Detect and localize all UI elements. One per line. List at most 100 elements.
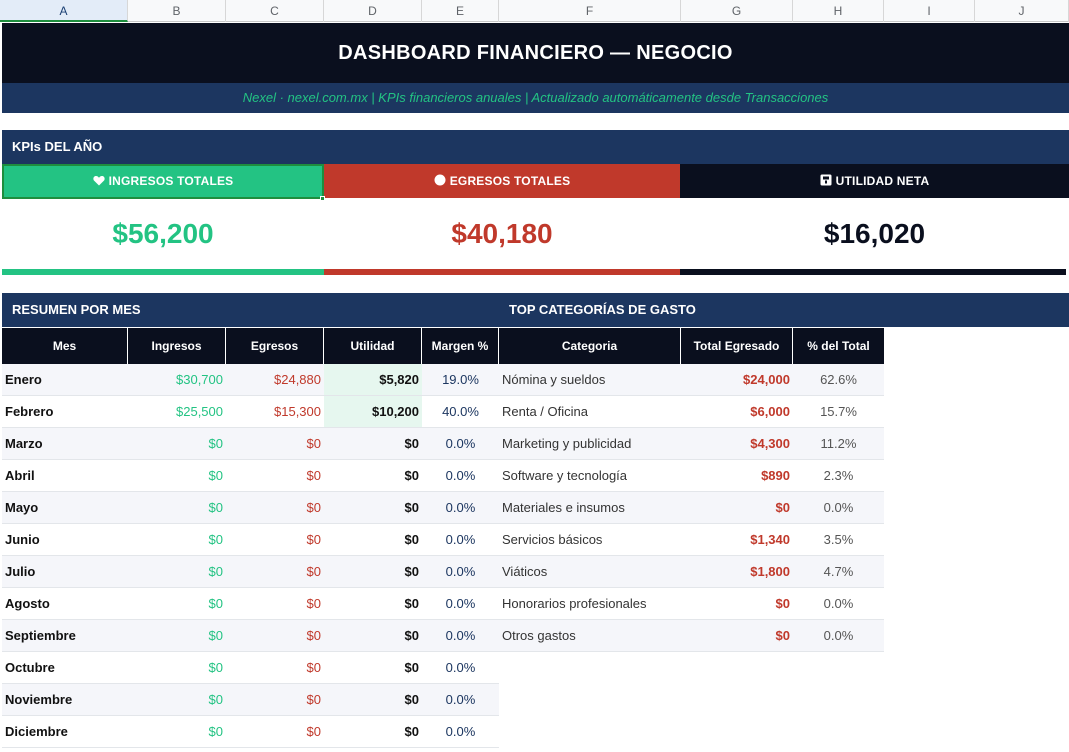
cell-pct-total[interactable]: 4.7% xyxy=(823,564,854,579)
cell-utilidad[interactable]: $0 xyxy=(404,660,419,675)
cell-mes[interactable]: Junio xyxy=(5,532,40,547)
kpi-utilidad-value[interactable]: $16,020 xyxy=(823,218,926,249)
kpi-section-label[interactable]: KPIs DEL AÑO xyxy=(2,130,1069,164)
cell-ingresos[interactable]: $0 xyxy=(208,468,223,483)
cell-margen[interactable]: 0.0% xyxy=(445,532,476,547)
fill-handle[interactable] xyxy=(320,196,325,201)
cell-ingresos[interactable]: $0 xyxy=(208,564,223,579)
cell-total-egresado[interactable]: $6,000 xyxy=(750,404,790,419)
cell-ingresos[interactable]: $0 xyxy=(208,660,223,675)
cell-ingresos[interactable]: $25,500 xyxy=(176,404,223,419)
cell-ingresos[interactable]: $0 xyxy=(208,628,223,643)
cell-pct-total[interactable]: 2.3% xyxy=(823,468,854,483)
cell-mes[interactable]: Noviembre xyxy=(5,692,73,707)
cell-ingresos[interactable]: $0 xyxy=(208,724,223,739)
cell-utilidad[interactable]: $0 xyxy=(404,724,419,739)
cell-mes[interactable]: Enero xyxy=(5,372,42,387)
dashboard-subtitle[interactable]: Nexel · nexel.com.mx | KPIs financieros … xyxy=(2,83,1069,113)
header-margen[interactable]: Margen % xyxy=(422,328,499,364)
cell-utilidad[interactable]: $10,200 xyxy=(324,396,422,427)
cell-total-egresado[interactable]: $0 xyxy=(775,628,790,643)
cell-mes[interactable]: Marzo xyxy=(5,436,43,451)
cell-ingresos[interactable]: $30,700 xyxy=(176,372,223,387)
cell-categoria[interactable]: Software y tecnología xyxy=(502,468,628,483)
cell-categoria[interactable]: Viáticos xyxy=(502,564,548,579)
column-header-e[interactable]: E xyxy=(422,0,499,22)
cell-egresos[interactable]: $0 xyxy=(306,436,321,451)
cell-utilidad[interactable]: $0 xyxy=(404,692,419,707)
column-header-h[interactable]: H xyxy=(793,0,884,22)
cell-egresos[interactable]: $0 xyxy=(306,724,321,739)
cell-egresos[interactable]: $0 xyxy=(306,532,321,547)
dashboard-title[interactable]: DASHBOARD FINANCIERO — NEGOCIO xyxy=(2,23,1069,83)
column-header-f[interactable]: F xyxy=(499,0,681,22)
header-categoria[interactable]: Categoria xyxy=(499,328,681,364)
cell-total-egresado[interactable]: $24,000 xyxy=(743,372,790,387)
cell-ingresos[interactable]: $0 xyxy=(208,500,223,515)
kpi-ingresos-header[interactable]: INGRESOS TOTALES xyxy=(2,164,324,198)
cell-mes[interactable]: Febrero xyxy=(5,404,54,419)
cell-total-egresado[interactable]: $0 xyxy=(775,500,790,515)
header-pct-total[interactable]: % del Total xyxy=(807,339,870,353)
cell-pct-total[interactable]: 0.0% xyxy=(823,596,854,611)
cell-margen[interactable]: 0.0% xyxy=(445,692,476,707)
cell-utilidad[interactable]: $0 xyxy=(404,596,419,611)
cell-ingresos[interactable]: $0 xyxy=(208,692,223,707)
cell-total-egresado[interactable]: $1,800 xyxy=(750,564,790,579)
cell-categoria[interactable]: Renta / Oficina xyxy=(502,404,588,419)
cell-categoria[interactable]: Nómina y sueldos xyxy=(502,372,606,387)
cell-utilidad[interactable]: $0 xyxy=(404,628,419,643)
cell-margen[interactable]: 40.0% xyxy=(442,404,479,419)
cell-pct-total[interactable]: 11.2% xyxy=(820,436,857,451)
cell-margen[interactable]: 0.0% xyxy=(445,724,476,739)
cell-pct-total[interactable]: 0.0% xyxy=(823,500,854,515)
column-header-i[interactable]: I xyxy=(884,0,975,22)
cell-egresos[interactable]: $0 xyxy=(306,468,321,483)
cell-total-egresado[interactable]: $4,300 xyxy=(750,436,790,451)
column-header-a[interactable]: A xyxy=(0,0,128,22)
header-ingresos[interactable]: Ingresos xyxy=(128,328,226,364)
header-total-egresado[interactable]: Total Egresado xyxy=(681,328,793,364)
cell-egresos[interactable]: $0 xyxy=(306,660,321,675)
column-header-d[interactable]: D xyxy=(324,0,422,22)
resumen-section-label[interactable]: RESUMEN POR MES xyxy=(12,302,141,317)
cell-margen[interactable]: 19.0% xyxy=(442,372,479,387)
kpi-ingresos-value[interactable]: $56,200 xyxy=(112,218,214,249)
column-header-b[interactable]: B xyxy=(128,0,226,22)
cell-total-egresado[interactable]: $1,340 xyxy=(750,532,790,547)
cell-mes[interactable]: Octubre xyxy=(5,660,55,675)
cell-egresos[interactable]: $0 xyxy=(306,564,321,579)
cell-categoria[interactable]: Materiales e insumos xyxy=(502,500,625,515)
cell-mes[interactable]: Julio xyxy=(5,564,36,579)
header-mes[interactable]: Mes xyxy=(2,328,128,364)
cell-egresos[interactable]: $0 xyxy=(306,628,321,643)
cell-mes[interactable]: Septiembre xyxy=(5,628,76,643)
cell-utilidad[interactable]: $0 xyxy=(404,436,419,451)
cell-ingresos[interactable]: $0 xyxy=(208,596,223,611)
cell-total-egresado[interactable]: $0 xyxy=(775,596,790,611)
categorias-section-label[interactable]: TOP CATEGORÍAS DE GASTO xyxy=(509,302,696,317)
cell-margen[interactable]: 0.0% xyxy=(445,468,476,483)
cell-margen[interactable]: 0.0% xyxy=(445,660,476,675)
cell-ingresos[interactable]: $0 xyxy=(208,532,223,547)
cell-categoria[interactable]: Marketing y publicidad xyxy=(502,436,632,451)
cell-categoria[interactable]: Otros gastos xyxy=(502,628,576,643)
cell-pct-total[interactable]: 62.6% xyxy=(820,372,857,387)
kpi-utilidad-header[interactable]: UTILIDAD NETA xyxy=(680,164,1069,198)
cell-utilidad[interactable]: $0 xyxy=(404,500,419,515)
cell-egresos[interactable]: $0 xyxy=(306,596,321,611)
cell-utilidad[interactable]: $0 xyxy=(404,468,419,483)
cell-total-egresado[interactable]: $890 xyxy=(761,468,790,483)
column-header-c[interactable]: C xyxy=(226,0,324,22)
header-utilidad[interactable]: Utilidad xyxy=(324,328,422,364)
cell-pct-total[interactable]: 3.5% xyxy=(823,532,854,547)
cell-egresos[interactable]: $0 xyxy=(306,692,321,707)
cell-categoria[interactable]: Honorarios profesionales xyxy=(502,596,647,611)
cell-margen[interactable]: 0.0% xyxy=(445,436,476,451)
cell-egresos[interactable]: $24,880 xyxy=(274,372,321,387)
column-header-g[interactable]: G xyxy=(681,0,793,22)
cell-egresos[interactable]: $0 xyxy=(306,500,321,515)
kpi-egresos-header[interactable]: EGRESOS TOTALES xyxy=(324,164,680,198)
cell-mes[interactable]: Abril xyxy=(5,468,35,483)
cell-categoria[interactable]: Servicios básicos xyxy=(502,532,603,547)
